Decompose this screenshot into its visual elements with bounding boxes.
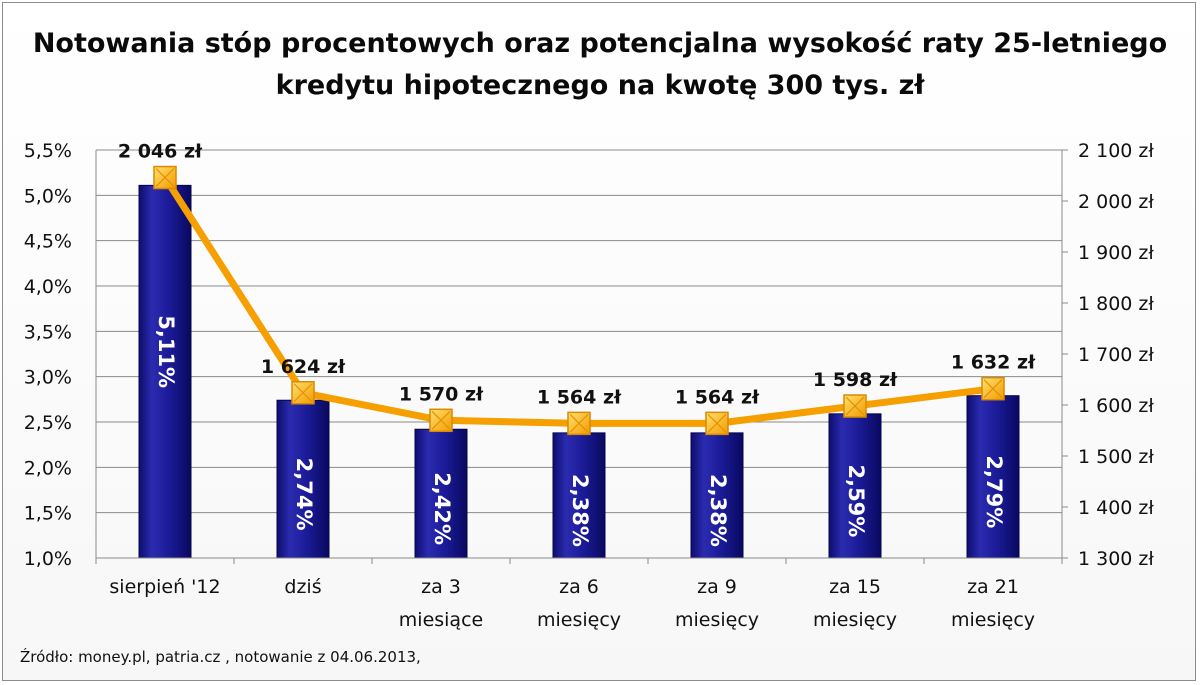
bar-value-label: 2,79% [982,455,1006,528]
right-tick-label: 1 600 zł [1078,395,1154,417]
source-note: Źródło: money.pl, patria.cz , notowanie … [20,648,421,666]
right-tick-label: 2 100 zł [1078,140,1154,162]
bar-value-label: 2,38% [706,474,730,547]
left-tick-label: 1,5% [24,503,72,525]
category-label: za 6 [559,576,599,598]
bar-series [138,184,1020,559]
right-tick-label: 1 900 zł [1078,242,1154,264]
bar [690,432,744,559]
bar [552,432,606,559]
left-tick-label: 2,0% [24,457,72,479]
axes: 1,0% 1,5% 2,0% 2,5% 3,0% 3,5% 4,0% 4,5% 5,0% 5,5%… [24,140,1155,631]
category-label: sierpień '12 [109,576,220,598]
bar-value-label: 2,74% [292,458,316,531]
right-tick-label: 1 400 zł [1078,497,1154,519]
line-series [153,165,1005,436]
category-label: za 9 [697,576,737,598]
data-labels: 5,11% 2,74% 2,42% 2,38% 2,38% 2,59% 2,79% 2 046… [118,141,1036,547]
left-tick-label: 4,5% [24,231,72,253]
line-value-label: 1 624 zł [261,356,346,378]
line-value-label: 1 564 zł [537,386,622,408]
chart-title-line-2: kredytu hipotecznego na kwotę 300 tys. z… [275,70,925,101]
line-marker-cross [569,413,589,433]
right-tick-label: 1 700 zł [1078,344,1154,366]
left-tick-label: 3,5% [24,321,72,343]
line-marker-cross [431,410,451,430]
category-label: za 3 [421,576,461,598]
line-marker-cross [707,413,727,433]
bar [414,428,468,559]
line-marker-cross [155,168,175,187]
line-value-label: 1 632 zł [951,352,1036,374]
left-tick-label: 5,5% [24,140,72,162]
right-tick-label: 1 500 zł [1078,446,1154,468]
bar-value-label: 2,42% [430,472,454,545]
category-label: miesięcy [951,609,1035,631]
right-tick-label: 2 000 zł [1078,191,1154,213]
line-marker-cross [293,383,313,403]
bar-value-label: 5,11% [154,315,178,388]
category-label: dziś [284,576,321,598]
category-label: miesiące [399,609,483,631]
right-tick-label: 1 800 zł [1078,293,1154,315]
line-value-label: 1 570 zł [399,383,484,405]
category-label: miesięcy [537,609,621,631]
bar-value-label: 2,59% [844,464,868,537]
category-label: miesięcy [675,609,759,631]
line-marker-cross [845,396,865,416]
left-tick-label: 3,0% [24,367,72,389]
left-tick-label: 5,0% [24,185,72,207]
left-tick-label: 4,0% [24,276,72,298]
category-label: za 21 [967,576,1019,598]
left-tick-label: 2,5% [24,412,72,434]
category-label: miesięcy [813,609,897,631]
left-tick-label: 1,0% [24,548,72,570]
line-marker-cross [983,379,1003,399]
bar-value-label: 2,38% [568,474,592,547]
line-value-label: 2 046 zł [118,141,203,163]
line-value-label: 1 598 zł [813,369,898,391]
right-tick-label: 1 300 zł [1078,548,1154,570]
chart-title-line-1: Notowania stóp procentowych oraz potencj… [32,28,1168,59]
category-label: za 15 [829,576,881,598]
line-value-label: 1 564 zł [675,386,760,408]
